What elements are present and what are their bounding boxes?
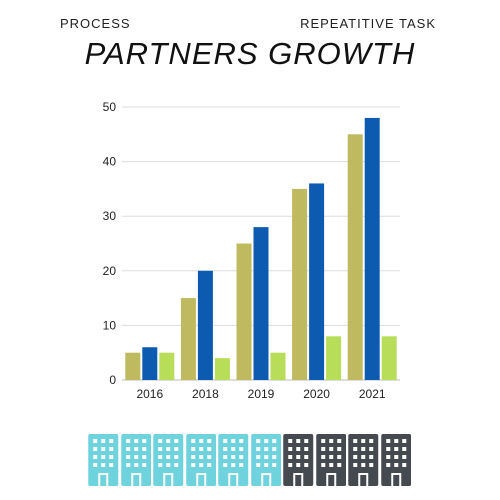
bar [125,352,141,380]
chart-title: PARTNERS GROWTH [84,36,416,71]
x-tick-label: 2021 [359,387,386,401]
process-label: PROCESS [60,16,131,31]
bar [142,347,158,380]
bar [381,336,397,380]
bar [364,117,380,381]
x-tick-label: 2019 [248,387,275,401]
bar [347,134,363,380]
bar [214,358,230,380]
bar [309,183,325,380]
x-tick-label: 2020 [303,387,330,401]
buildings-row [88,434,411,486]
bar [180,298,196,380]
building-icon [120,434,151,486]
repetitive-task-label: REPEATITIVE TASK [300,16,436,31]
building-icon [250,434,281,486]
bar [326,336,342,380]
building-icon [315,434,346,486]
building-icon [283,434,314,486]
building-icon [380,434,411,486]
y-tick-label: 20 [103,264,117,278]
y-tick-label: 50 [103,100,117,114]
bar [236,243,252,380]
y-tick-label: 30 [103,209,117,223]
building-icon [153,434,184,486]
y-tick-label: 0 [109,373,116,387]
bar [253,227,269,380]
bar [270,352,286,380]
building-icon [185,434,216,486]
bar [292,188,308,380]
y-tick-label: 10 [103,318,117,332]
x-tick-label: 2016 [136,387,163,401]
building-icon [348,434,379,486]
bar [159,352,175,380]
building-icon [88,434,119,486]
y-tick-label: 40 [103,155,117,169]
bar [197,270,213,380]
x-tick-label: 2018 [192,387,219,401]
building-icon [218,434,249,486]
